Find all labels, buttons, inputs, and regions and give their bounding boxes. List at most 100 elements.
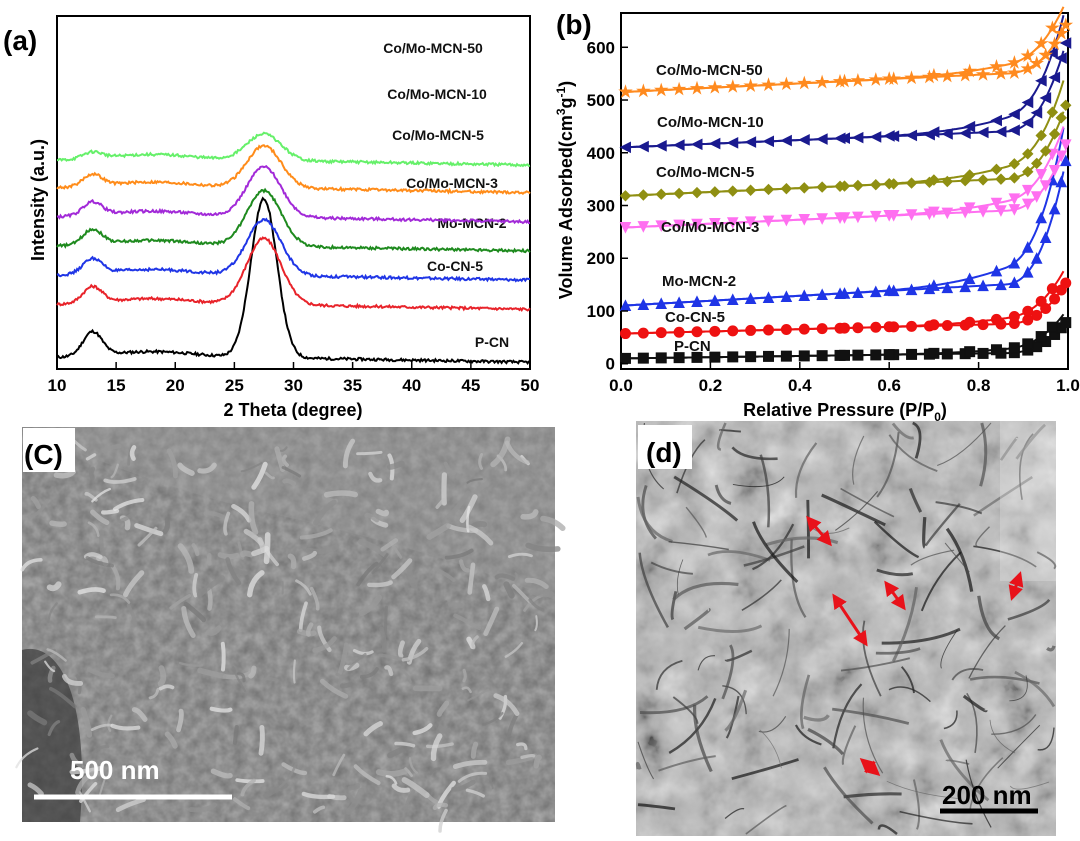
sem-flake: [27, 710, 48, 726]
bet-series-label-mo-mcn-2: Mo-MCN-2: [662, 273, 736, 290]
bet-marker: [745, 351, 757, 363]
sem-flake: [101, 443, 122, 453]
tem-sheet-edge: [741, 579, 782, 611]
sem-flake: [206, 553, 212, 566]
tem-sheet-edge: [752, 523, 795, 571]
sem-flake: [305, 544, 339, 555]
tem-sheet-edge: [965, 759, 992, 828]
bet-marker: [1020, 48, 1036, 62]
sem-flake: [380, 538, 399, 552]
tem-sheet-edge: [1009, 675, 1028, 702]
bet-marker: [1033, 35, 1049, 50]
bet-marker: [655, 352, 667, 364]
sem-flake: [313, 499, 337, 526]
sem-flake: [516, 742, 528, 751]
tem-sheet-edge: [1046, 645, 1056, 652]
bet-marker: [655, 327, 667, 339]
sem-flake: [385, 774, 398, 785]
bet-marker: [904, 70, 919, 85]
bet-marker: [619, 328, 631, 340]
xrd-series-label-co-mo-mcn-50: Co/Mo-MCN-50: [383, 40, 483, 56]
bet-marker: [869, 210, 882, 223]
sem-flake-pattern: [15, 434, 566, 833]
sem-scale-text: 500 nm: [70, 755, 160, 785]
sem-flake: [148, 688, 160, 700]
xrd-x-tick-label: 15: [107, 376, 126, 395]
bet-marker: [839, 349, 850, 361]
sem-flake: [430, 733, 443, 762]
tem-sheet-edge: [973, 545, 1037, 568]
sem-flake: [86, 667, 115, 679]
sem-flake: [232, 724, 239, 745]
bet-marker: [941, 207, 954, 220]
sem-flake: [446, 490, 471, 519]
tem-sheet-edge: [841, 725, 857, 765]
tem-sheet-edge: [721, 644, 735, 700]
bet-y-title-tail: ): [556, 81, 576, 87]
sem-flake: [85, 556, 114, 568]
bet-marker: [653, 82, 669, 97]
bet-marker: [989, 58, 1004, 73]
tem-sheet-edge: [697, 655, 716, 671]
sem-flake: [110, 463, 119, 479]
sem-flake: [240, 550, 254, 558]
bet-marker: [852, 286, 864, 299]
bet-marker: [673, 219, 685, 232]
sem-flake: [220, 641, 226, 672]
tem-sheet-edge: [759, 454, 771, 528]
bet-series-label-co-mo-mcn-5: Co/Mo-MCN-5: [656, 164, 754, 181]
sem-flake: [487, 772, 494, 790]
bet-marker: [1022, 305, 1034, 317]
sem-flake: [235, 778, 265, 784]
sem-flake: [91, 487, 112, 503]
bet-marker: [1035, 169, 1047, 181]
bet-marker: [745, 324, 757, 336]
bet-marker: [798, 182, 810, 194]
bet-y-tick-label: 600: [587, 38, 615, 57]
bet-marker: [691, 218, 703, 231]
sem-flake: [400, 670, 412, 684]
bet-marker: [905, 283, 918, 296]
bet-y-title-sup2: -1: [554, 86, 568, 97]
bet-y-tick-label: 100: [587, 302, 615, 321]
sem-flake: [278, 762, 298, 789]
tem-sheet-edge: [803, 714, 830, 722]
tem-sheet-edge: [635, 761, 642, 770]
sem-flake: [46, 648, 67, 662]
bet-marker: [1060, 277, 1072, 289]
sem-flake: [384, 665, 394, 677]
sem-flake: [197, 667, 227, 679]
xrd-series-label-co-mo-mcn-3: Co/Mo-MCN-3: [406, 175, 498, 191]
bet-x-title-tail: ): [941, 400, 947, 420]
bet-marker: [850, 73, 866, 87]
bet-marker: [655, 188, 667, 200]
bet-x-axis-title: Relative Pressure (P/P0): [743, 400, 947, 424]
tem-sheet-edge: [908, 487, 923, 513]
bet-marker: [762, 183, 775, 196]
bet-marker: [618, 84, 633, 98]
sem-flake: [20, 557, 43, 572]
bet-marker: [762, 135, 775, 148]
bet-series-mo-mcn-2: Mo-MCN-2: [619, 127, 1072, 311]
bet-marker: [743, 78, 758, 93]
tem-sheet-edges: [635, 421, 1057, 835]
tem-sheet-edge: [975, 526, 990, 548]
sem-flake: [347, 783, 361, 791]
bet-marker: [977, 347, 989, 359]
tem-sheet-edge: [794, 442, 818, 498]
sem-flake: [157, 665, 167, 687]
bet-marker: [941, 175, 954, 188]
bet-marker: [870, 321, 882, 333]
sem-label-background: [23, 428, 75, 472]
bet-marker: [1060, 99, 1072, 112]
sem-flake: [461, 686, 472, 694]
sem-flake: [131, 707, 148, 722]
sem-flake: [282, 478, 297, 486]
bet-marker: [1021, 116, 1034, 129]
sem-flake: [162, 517, 170, 535]
tem-sheet-edge: [772, 628, 790, 697]
xrd-x-tick-label: 45: [461, 376, 480, 395]
bet-marker: [837, 73, 852, 88]
bet-series-label-co-cn-5: Co-CN-5: [665, 309, 725, 326]
bet-marker: [1039, 231, 1052, 243]
